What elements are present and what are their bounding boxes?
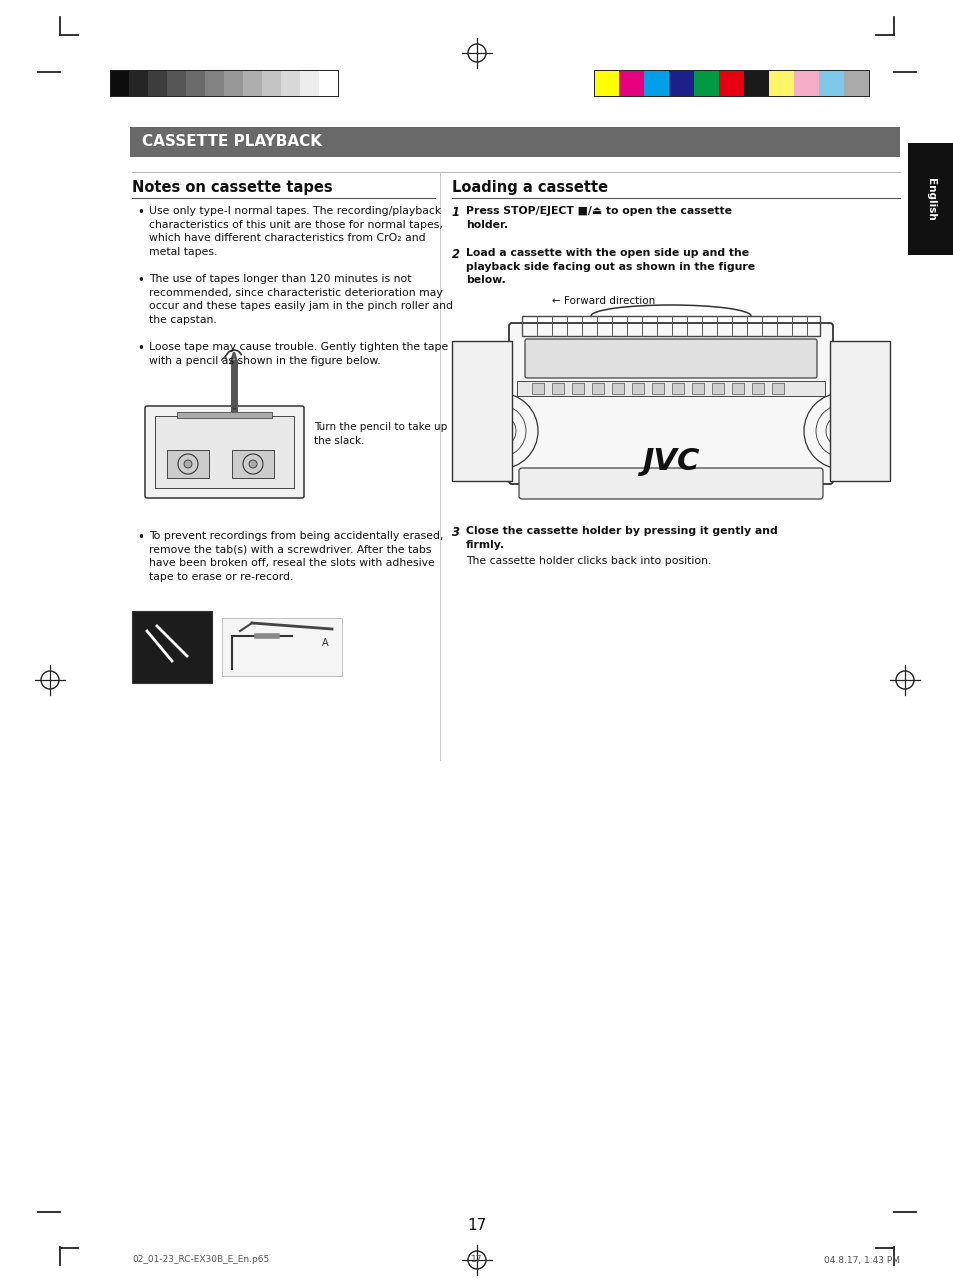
Text: Use only type-I normal tapes. The recording/playback
characteristics of this uni: Use only type-I normal tapes. The record… (149, 206, 442, 256)
Text: 1: 1 (452, 206, 459, 219)
Bar (318, 71, 337, 96)
Bar (148, 71, 167, 96)
Text: •: • (137, 274, 144, 287)
Text: English: English (925, 178, 935, 221)
Bar (110, 71, 129, 96)
Bar (222, 618, 341, 676)
Text: Notes on cassette tapes: Notes on cassette tapes (132, 179, 333, 195)
Polygon shape (829, 341, 889, 481)
Bar (671, 383, 683, 394)
Bar (693, 71, 719, 96)
Bar (517, 381, 824, 396)
Text: 17: 17 (471, 1255, 482, 1264)
Bar (612, 383, 623, 394)
Text: Loading a cassette: Loading a cassette (452, 179, 607, 195)
Bar (594, 71, 618, 96)
Text: 3: 3 (452, 526, 459, 538)
Text: 17: 17 (467, 1218, 486, 1232)
Bar (743, 71, 768, 96)
Bar (572, 383, 583, 394)
Text: The cassette holder clicks back into position.: The cassette holder clicks back into pos… (465, 556, 711, 565)
Bar (691, 383, 703, 394)
Text: ← Forward direction: ← Forward direction (552, 296, 655, 306)
Bar (668, 71, 693, 96)
Bar (232, 450, 274, 478)
Text: CASSETTE PLAYBACK: CASSETTE PLAYBACK (142, 135, 322, 150)
Bar (132, 612, 212, 683)
Bar (167, 450, 209, 478)
Bar (711, 383, 723, 394)
Text: Turn the pencil to take up
the slack.: Turn the pencil to take up the slack. (314, 422, 447, 446)
Bar (719, 71, 743, 96)
Text: Close the cassette holder by pressing it gently and
firmly.: Close the cassette holder by pressing it… (465, 526, 777, 550)
Text: •: • (137, 531, 144, 544)
Bar (129, 71, 148, 96)
Text: 02_01-23_RC-EX30B_E_En.p65: 02_01-23_RC-EX30B_E_En.p65 (132, 1255, 269, 1264)
Bar (224, 71, 243, 96)
Text: The use of tapes longer than 120 minutes is not
recommended, since characteristi: The use of tapes longer than 120 minutes… (149, 274, 453, 324)
Bar (154, 415, 294, 488)
Text: A: A (322, 638, 328, 647)
Bar (205, 71, 224, 96)
Text: Load a cassette with the open side up and the
playback side facing out as shown : Load a cassette with the open side up an… (465, 247, 755, 285)
Bar (768, 71, 793, 96)
Bar (167, 71, 186, 96)
Bar (186, 71, 205, 96)
Bar (130, 127, 899, 156)
Text: 2: 2 (452, 247, 459, 262)
Bar (751, 383, 763, 394)
Bar (177, 412, 272, 418)
Text: Press STOP/EJECT ■/⏏ to open the cassette
holder.: Press STOP/EJECT ■/⏏ to open the cassett… (465, 206, 731, 229)
Bar (618, 71, 643, 96)
Circle shape (184, 460, 192, 468)
Text: •: • (137, 342, 144, 355)
Bar (731, 383, 743, 394)
Bar (262, 71, 281, 96)
Bar (299, 71, 318, 96)
Bar (110, 71, 337, 96)
Bar (552, 383, 563, 394)
Circle shape (249, 460, 256, 468)
Bar (843, 71, 868, 96)
Bar (631, 383, 643, 394)
Bar (771, 383, 783, 394)
Text: To prevent recordings from being accidentally erased,
remove the tab(s) with a s: To prevent recordings from being acciden… (149, 531, 443, 582)
Bar (532, 383, 543, 394)
Text: 04.8.17, 1:43 PM: 04.8.17, 1:43 PM (823, 1255, 899, 1264)
FancyBboxPatch shape (145, 406, 304, 497)
Bar (818, 71, 843, 96)
Bar (907, 144, 953, 255)
Polygon shape (452, 341, 512, 481)
FancyBboxPatch shape (524, 338, 816, 378)
Text: Loose tape may cause trouble. Gently tighten the tape
with a pencil as shown in : Loose tape may cause trouble. Gently tig… (149, 342, 448, 365)
Text: •: • (137, 206, 144, 219)
Text: JVC: JVC (641, 446, 699, 476)
Bar (592, 383, 603, 394)
Bar (793, 71, 818, 96)
Bar (281, 71, 299, 96)
FancyBboxPatch shape (518, 468, 822, 499)
Bar (243, 71, 262, 96)
Bar (651, 383, 663, 394)
Bar (521, 315, 820, 336)
Bar (594, 71, 868, 96)
Bar (643, 71, 668, 96)
FancyBboxPatch shape (509, 323, 832, 485)
